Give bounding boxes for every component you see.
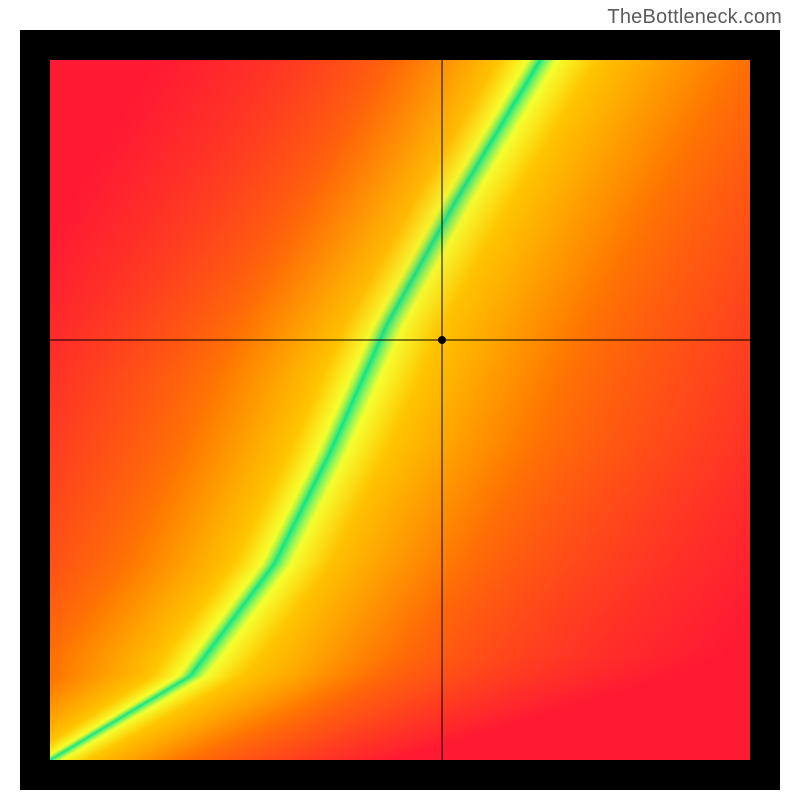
heatmap-container bbox=[50, 60, 750, 760]
chart-frame bbox=[20, 30, 780, 790]
page: { "watermark": { "text": "TheBottleneck.… bbox=[0, 0, 800, 800]
watermark-text: TheBottleneck.com bbox=[607, 6, 782, 29]
bottleneck-heatmap bbox=[50, 60, 750, 760]
